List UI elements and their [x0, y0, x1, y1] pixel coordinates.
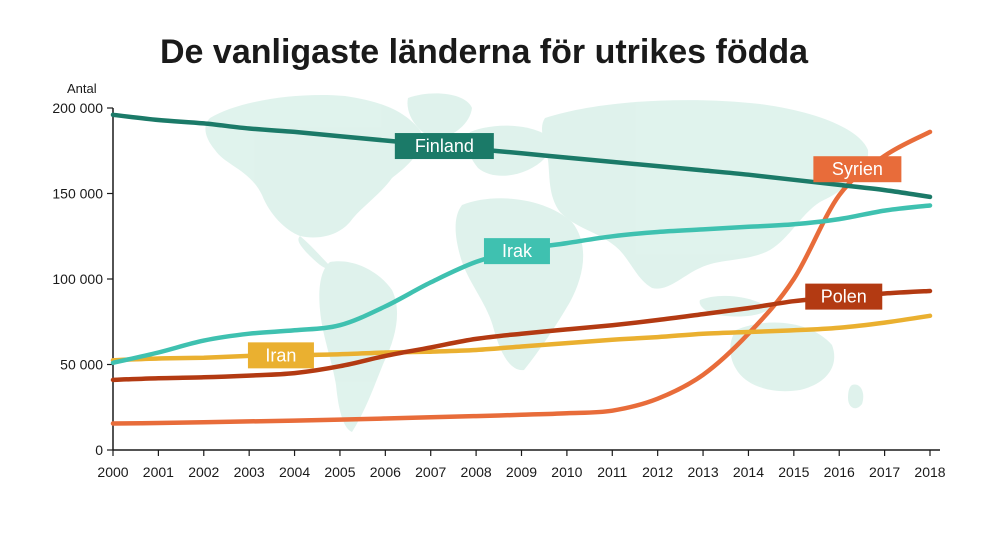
series-line-finland — [110, 112, 933, 200]
x-tick-label: 2004 — [279, 464, 310, 480]
x-tick-label: 2010 — [551, 464, 582, 480]
series-label-irak: Irak — [502, 241, 533, 261]
series-label-iran: Iran — [265, 345, 296, 365]
series-label-finland: Finland — [415, 136, 474, 156]
greenland-shape — [407, 93, 472, 139]
y-tick-label: 50 000 — [60, 357, 103, 373]
north-america-shape — [205, 94, 422, 238]
x-tick-label: 2017 — [869, 464, 900, 480]
asia-shape — [541, 100, 869, 289]
y-axis-label: Antal — [67, 81, 97, 96]
y-tick-label: 0 — [95, 442, 103, 458]
x-tick-label: 2012 — [642, 464, 673, 480]
y-tick-label: 200 000 — [52, 100, 103, 116]
x-tick-label: 2013 — [687, 464, 718, 480]
series-label-box — [483, 238, 550, 265]
x-tick-label: 2005 — [324, 464, 355, 480]
x-tick-label: 2002 — [188, 464, 219, 480]
x-tick-label: 2006 — [370, 464, 401, 480]
x-tick-label: 2015 — [778, 464, 809, 480]
series-label-polen: Polen — [821, 287, 867, 307]
x-tick-label: 2007 — [415, 464, 446, 480]
y-tick-label: 150 000 — [52, 186, 103, 202]
series-label-box — [813, 156, 902, 183]
axes: Antal 0 50 000 100 000 150 000 200 000 2000 200… — [52, 81, 945, 480]
x-tick-label: 2011 — [597, 464, 627, 480]
south-america-shape — [319, 261, 398, 432]
x-tick-label: 2003 — [234, 464, 265, 480]
x-tick-label: 2016 — [824, 464, 855, 480]
series-label-box — [805, 283, 883, 310]
central-america-shape — [298, 236, 332, 269]
world-map-background — [205, 93, 869, 432]
series-line-syrien — [110, 129, 933, 426]
new-zealand-shape — [848, 384, 864, 409]
x-tick-label: 2000 — [97, 464, 128, 480]
x-tick-label: 2014 — [733, 464, 764, 480]
chart-title: De vanligaste länderna för utrikes födda — [160, 33, 809, 71]
series-label-box — [394, 133, 494, 160]
y-tick-label: 100 000 — [52, 271, 103, 287]
x-tick-label: 2008 — [461, 464, 492, 480]
series-label-syrien: Syrien — [832, 159, 883, 179]
series-labels: Finland Irak Syrien Polen Iran — [247, 133, 902, 369]
x-tick-label: 2001 — [143, 464, 174, 480]
series-label-box — [247, 342, 314, 369]
x-tick-label: 2009 — [506, 464, 537, 480]
x-tick-label: 2018 — [914, 464, 945, 480]
australia-shape — [730, 322, 835, 392]
series-line-polen — [110, 288, 933, 383]
